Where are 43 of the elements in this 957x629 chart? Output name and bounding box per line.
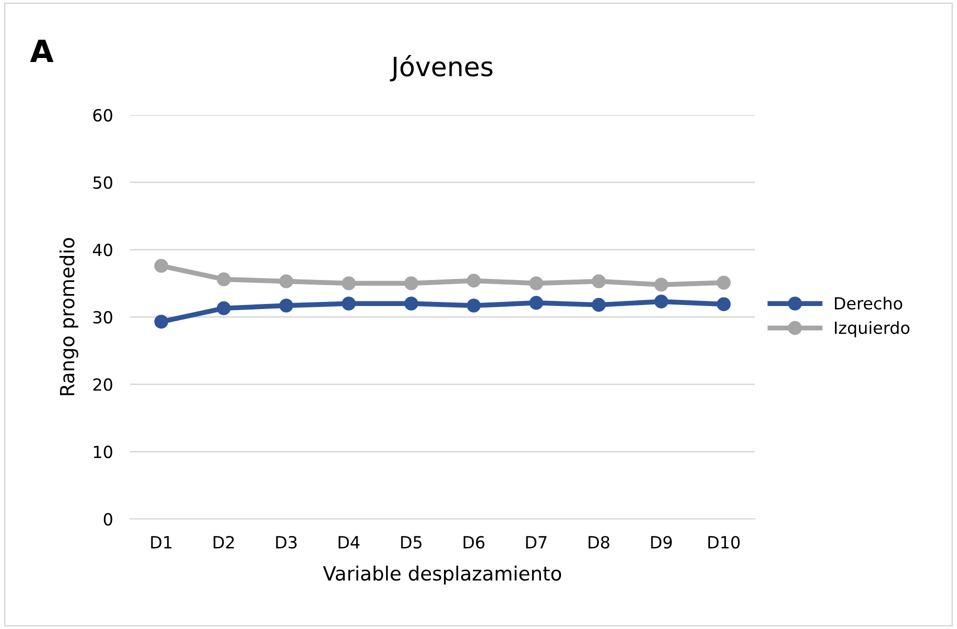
point bbox=[592, 274, 606, 288]
text: A bbox=[30, 40, 54, 62]
point bbox=[654, 294, 668, 308]
x-tick-label: D3 bbox=[276, 536, 297, 549]
x-tick-label: D5 bbox=[401, 536, 422, 549]
point bbox=[404, 276, 418, 290]
point bbox=[342, 296, 356, 310]
point bbox=[592, 298, 606, 312]
x-tick-label: D9 bbox=[651, 536, 672, 549]
point bbox=[466, 274, 481, 288]
y-tick-label: 40 bbox=[92, 244, 112, 256]
x-tick-label: D8 bbox=[588, 536, 610, 549]
x-tick-label: D2 bbox=[214, 536, 234, 548]
point bbox=[716, 297, 731, 312]
x-tick-label: D7 bbox=[526, 536, 547, 548]
y-tick-label: 30 bbox=[93, 310, 112, 324]
chart-title: Jóvenes bbox=[390, 55, 492, 82]
y-tick-label: 60 bbox=[93, 108, 112, 122]
y-axis-title: Rango promedio bbox=[59, 238, 78, 396]
point bbox=[654, 278, 668, 292]
point bbox=[216, 301, 231, 316]
point bbox=[216, 272, 231, 286]
point bbox=[279, 298, 294, 312]
y-tick-label: 20 bbox=[93, 378, 112, 391]
point bbox=[404, 296, 418, 310]
point bbox=[529, 296, 544, 310]
legend-label: Derecho bbox=[834, 296, 902, 310]
point bbox=[279, 274, 294, 288]
point bbox=[716, 276, 731, 290]
x-tick-label: D4 bbox=[338, 536, 360, 548]
y-tick-label: 50 bbox=[93, 176, 112, 189]
point bbox=[154, 314, 168, 329]
x-tick-label: D1 bbox=[151, 536, 172, 548]
point bbox=[466, 298, 481, 312]
x-tick-label: D10 bbox=[708, 536, 740, 549]
point bbox=[154, 258, 168, 273]
x-axis-title: Variable desplazamiento bbox=[323, 566, 562, 585]
y-tick-label: 0 bbox=[104, 512, 112, 526]
legend-label: Izquierdo bbox=[834, 321, 910, 338]
point bbox=[342, 276, 356, 290]
y-tick-label: 10 bbox=[94, 446, 112, 458]
x-tick-label: D6 bbox=[464, 536, 484, 549]
point bbox=[529, 276, 544, 290]
